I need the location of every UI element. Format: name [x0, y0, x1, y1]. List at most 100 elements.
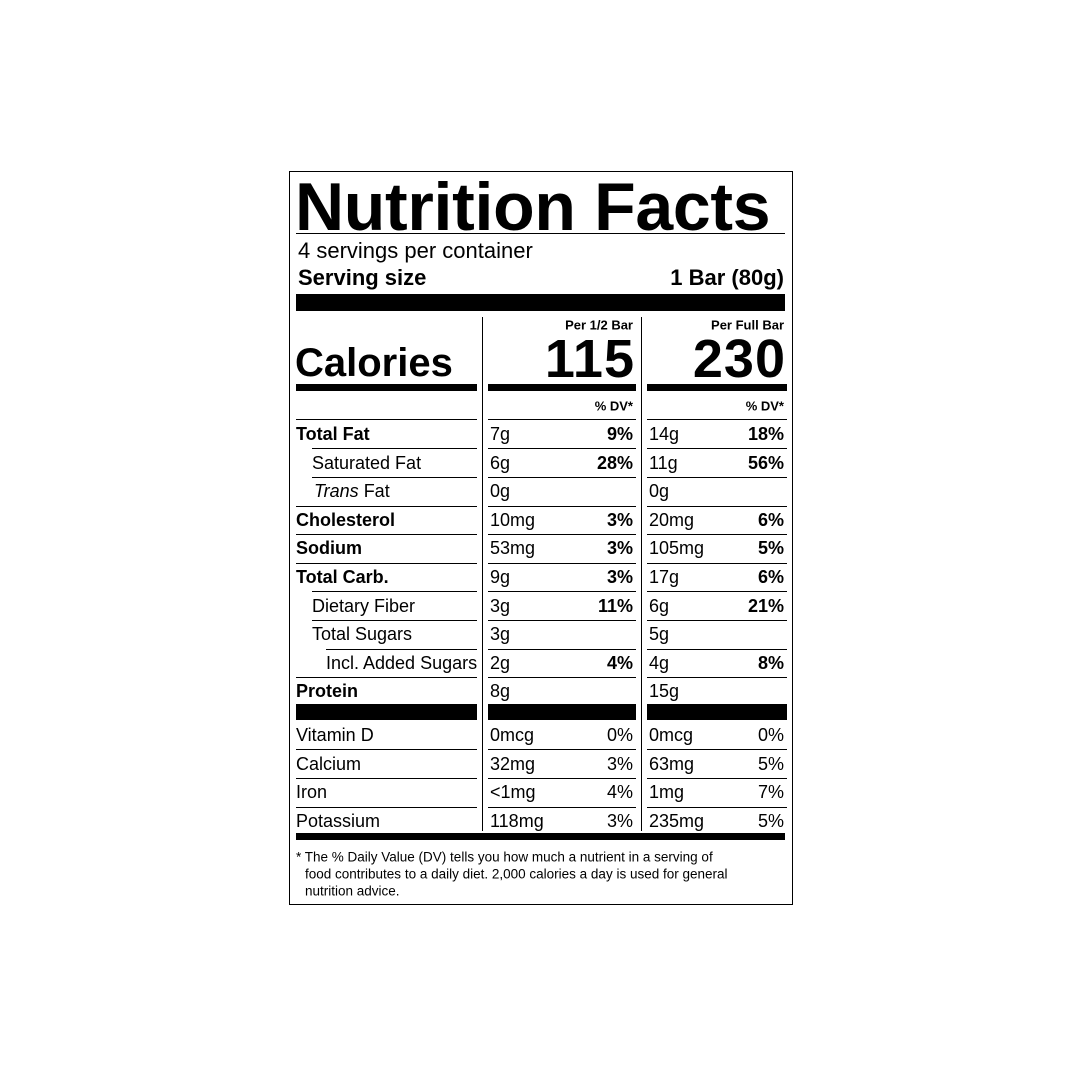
- daily-value: 5%: [757, 753, 784, 774]
- row-rule: [326, 648, 477, 650]
- amount: 3g: [490, 595, 511, 616]
- nutrient-name: Sodium: [296, 538, 362, 559]
- amount: 0g: [490, 481, 511, 502]
- row-rule: [488, 677, 636, 679]
- amount: 0mcg: [490, 725, 535, 745]
- amount: 6g: [649, 595, 670, 616]
- amount: <1mg: [490, 782, 536, 803]
- calories-label: Calories: [295, 341, 453, 385]
- calories-rule: [488, 384, 636, 391]
- nutrient-name: Fat: [363, 481, 390, 502]
- amount: 3g: [490, 624, 511, 645]
- nutrient-name: Cholesterol: [296, 509, 396, 530]
- amount: 17g: [649, 567, 680, 587]
- row-rule: [296, 677, 477, 679]
- daily-value: 0%: [606, 725, 633, 745]
- daily-value: 21%: [747, 595, 784, 616]
- title-rule: [296, 233, 785, 234]
- amount: 15g: [649, 681, 680, 702]
- column-header: Per 1/2 Bar: [565, 317, 633, 333]
- thick-rule: [296, 833, 785, 840]
- amount: 4g: [649, 652, 670, 673]
- row-rule: [488, 806, 636, 808]
- amount: 6g: [490, 452, 511, 473]
- row-rule: [647, 619, 787, 621]
- amount: 11g: [649, 452, 678, 473]
- daily-value: 3%: [606, 509, 633, 530]
- row-rule: [647, 419, 787, 420]
- daily-value: 0%: [757, 725, 784, 745]
- daily-value: 11%: [597, 595, 633, 616]
- calories-rule: [296, 384, 477, 391]
- row-rule: [647, 591, 787, 593]
- row-rule: [296, 749, 477, 751]
- label-border: [289, 171, 793, 905]
- vitamin-name: Calcium: [296, 753, 362, 774]
- daily-value: 6%: [757, 567, 784, 587]
- daily-value: 5%: [757, 538, 784, 559]
- daily-value: 56%: [747, 452, 784, 473]
- daily-value: 3%: [606, 753, 633, 774]
- daily-value: 7%: [757, 782, 784, 803]
- amount: 5g: [649, 624, 670, 645]
- calories-value: 115: [544, 329, 635, 389]
- row-rule: [488, 619, 636, 621]
- row-rule: [312, 448, 477, 450]
- daily-value: 8%: [757, 652, 784, 673]
- thick-rule: [488, 704, 636, 720]
- calories-rule: [647, 384, 787, 391]
- row-rule: [296, 806, 477, 808]
- amount: 14g: [649, 424, 680, 444]
- row-rule: [647, 562, 787, 564]
- amount: 9g: [490, 567, 511, 587]
- row-rule: [296, 505, 477, 507]
- daily-value: 4%: [606, 782, 633, 803]
- serving-size-label: Serving size: [298, 265, 427, 290]
- daily-value: 9%: [606, 424, 633, 444]
- thick-rule: [296, 704, 477, 720]
- footnote: * The % Daily Value (DV) tells you how m…: [296, 849, 713, 865]
- row-rule: [312, 591, 477, 593]
- row-rule: [647, 476, 787, 478]
- daily-value: 6%: [757, 509, 784, 530]
- title: Nutrition Facts: [295, 169, 771, 245]
- nutrient-name: Saturated Fat: [312, 452, 422, 473]
- amount: 8g: [490, 681, 511, 702]
- nutrient-name: Total Carb.: [296, 567, 389, 587]
- amount: 20mg: [649, 509, 695, 530]
- servings: 4 servings per container: [298, 238, 533, 263]
- row-rule: [296, 419, 477, 420]
- amount: 105mg: [649, 538, 705, 559]
- daily-value: 28%: [596, 452, 633, 473]
- row-rule: [647, 448, 787, 450]
- dv-header: % DV*: [745, 398, 784, 414]
- row-rule: [488, 648, 636, 650]
- nutrient-name: Protein: [296, 681, 359, 702]
- daily-value: 5%: [757, 810, 784, 831]
- calories-value: 230: [692, 329, 786, 389]
- daily-value: 3%: [606, 538, 633, 559]
- amount: 2g: [490, 652, 511, 673]
- serving-size-value: 1 Bar (80g): [670, 265, 784, 290]
- row-rule: [647, 648, 787, 650]
- amount: 235mg: [649, 810, 705, 831]
- column-separator: [641, 317, 642, 831]
- vitamin-name: Vitamin D: [296, 725, 374, 745]
- footnote: nutrition advice.: [305, 883, 400, 899]
- vitamin-name: Iron: [296, 782, 328, 803]
- row-rule: [488, 777, 636, 779]
- amount: 10mg: [490, 509, 536, 530]
- row-rule: [296, 562, 477, 564]
- daily-value: 3%: [606, 810, 633, 831]
- amount: 63mg: [649, 753, 695, 774]
- row-rule: [647, 677, 787, 679]
- thick-rule: [647, 704, 787, 720]
- amount: 0mcg: [649, 725, 694, 745]
- nutrient-name-italic: Trans: [314, 481, 359, 502]
- amount: 0g: [649, 481, 670, 502]
- row-rule: [647, 505, 787, 507]
- row-rule: [647, 534, 787, 536]
- row-rule: [488, 505, 636, 507]
- row-rule: [488, 562, 636, 564]
